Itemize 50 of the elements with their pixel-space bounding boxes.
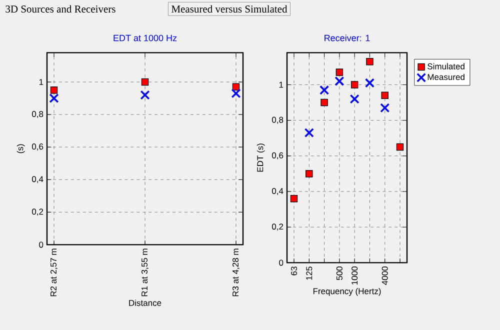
y-axis-title: (s) bbox=[16, 144, 25, 154]
x-tick-label: R2 at 2,57 m bbox=[50, 248, 58, 296]
x-tick-label: 1000 bbox=[352, 266, 358, 284]
text: 3D Sources and Receivers bbox=[6, 5, 116, 13]
x-tick-label: R3 at 4,28 m bbox=[232, 248, 240, 296]
y-tick-label: 0,2 bbox=[32, 208, 44, 216]
point bbox=[50, 86, 58, 94]
point bbox=[140, 90, 150, 100]
point bbox=[306, 170, 313, 178]
y-tick-label: 0,6 bbox=[272, 152, 284, 160]
y-tick-label: 1 bbox=[39, 79, 44, 85]
point bbox=[334, 76, 344, 86]
y-tick-label: 1 bbox=[279, 82, 284, 88]
point bbox=[350, 94, 360, 104]
x-tick-label: 4000 bbox=[382, 266, 388, 285]
y-axis-title: EDT (s) bbox=[256, 144, 265, 172]
x-tick-label: 500 bbox=[336, 266, 342, 280]
x-tick-label: R1 at 3,55 m bbox=[141, 248, 149, 296]
point bbox=[141, 78, 149, 86]
point bbox=[304, 128, 314, 138]
y-tick-label: 0 bbox=[39, 242, 44, 248]
point bbox=[336, 68, 344, 76]
x-tick-label: 63 bbox=[290, 266, 298, 276]
point bbox=[49, 93, 59, 104]
y-tick-label: 0,6 bbox=[32, 144, 44, 151]
point bbox=[320, 98, 328, 106]
y-tick-label: 0,4 bbox=[32, 176, 44, 184]
legend-label: Simulated bbox=[428, 63, 464, 70]
y-tick-label: 0,8 bbox=[272, 116, 284, 124]
x-axis-title: Distance bbox=[129, 300, 162, 306]
y-tick-label: 0,8 bbox=[32, 111, 44, 118]
point bbox=[380, 103, 390, 113]
chart-title: EDT at 1000 Hz bbox=[114, 34, 177, 42]
text: Measured versus Simulated bbox=[172, 5, 288, 13]
y-tick-label: 0 bbox=[279, 260, 284, 266]
point bbox=[350, 81, 358, 88]
y-tick-label: 0,4 bbox=[272, 188, 284, 196]
legend-label: Measured bbox=[428, 74, 464, 80]
x-axis-title: Frequency (Hertz) bbox=[313, 288, 381, 296]
point bbox=[290, 195, 298, 202]
point bbox=[320, 85, 330, 95]
point bbox=[232, 83, 240, 90]
y-tick-label: 0,2 bbox=[272, 224, 284, 231]
point bbox=[396, 143, 404, 151]
point bbox=[364, 78, 375, 88]
chart-title: Receiver: 1 bbox=[324, 34, 370, 42]
point bbox=[381, 92, 388, 100]
point bbox=[366, 58, 374, 66]
x-tick-label: 125 bbox=[306, 266, 312, 280]
point bbox=[231, 88, 241, 98]
